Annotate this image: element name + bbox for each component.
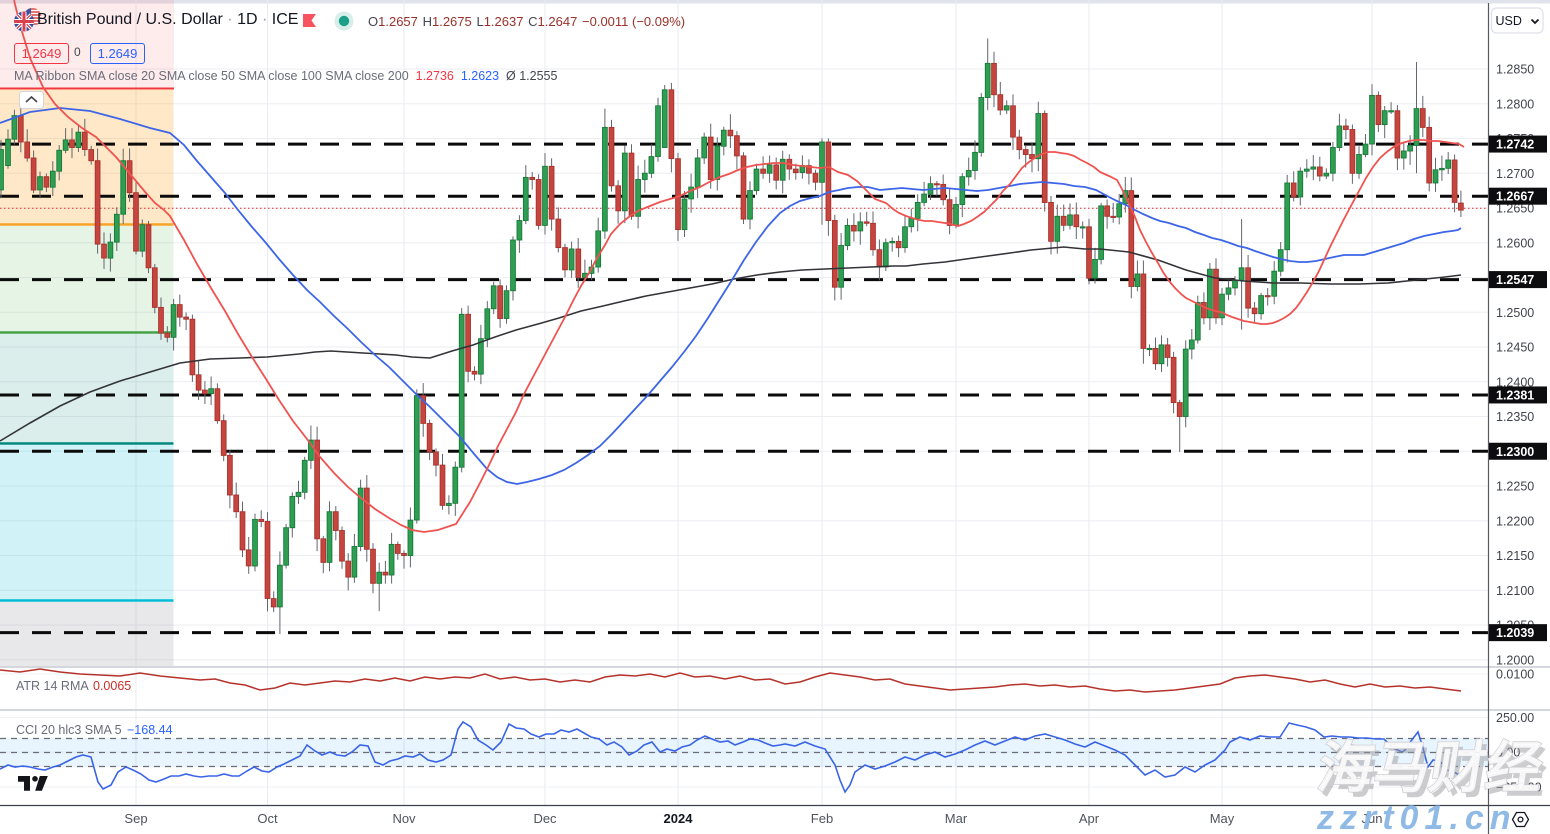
svg-text:CCI 20 hlc3 SMA 5: CCI 20 hlc3 SMA 5 xyxy=(16,723,122,737)
svg-text:1.2039: 1.2039 xyxy=(1496,626,1534,640)
svg-text:1.2200: 1.2200 xyxy=(1496,514,1534,528)
svg-text:Nov: Nov xyxy=(392,811,416,826)
svg-text:2024: 2024 xyxy=(664,811,694,826)
svg-text:1.2350: 1.2350 xyxy=(1496,410,1534,424)
svg-text:1.2381: 1.2381 xyxy=(1496,388,1534,402)
svg-text:1.2400: 1.2400 xyxy=(1496,375,1534,389)
svg-text:Sep: Sep xyxy=(124,811,147,826)
svg-text:1.2742: 1.2742 xyxy=(1496,138,1534,152)
svg-text:Mar: Mar xyxy=(945,811,968,826)
svg-text:1.2850: 1.2850 xyxy=(1496,63,1534,77)
svg-text:1.2150: 1.2150 xyxy=(1496,549,1534,563)
svg-text:Dec: Dec xyxy=(533,811,557,826)
svg-text:1.2667: 1.2667 xyxy=(1496,190,1534,204)
svg-text:1.2700: 1.2700 xyxy=(1496,167,1534,181)
svg-text:USD: USD xyxy=(1496,14,1522,28)
svg-text:1.2250: 1.2250 xyxy=(1496,480,1534,494)
svg-text:250.00: 250.00 xyxy=(1496,711,1534,725)
svg-text:1.2547: 1.2547 xyxy=(1496,273,1534,287)
svg-text:0.0065: 0.0065 xyxy=(93,679,131,693)
svg-text:0.0100: 0.0100 xyxy=(1496,668,1534,682)
svg-text:ATR 14 RMA: ATR 14 RMA xyxy=(16,679,89,693)
svg-text:1.2800: 1.2800 xyxy=(1496,97,1534,111)
svg-text:1.2650: 1.2650 xyxy=(1496,202,1534,216)
svg-text:1.2300: 1.2300 xyxy=(1496,445,1534,459)
svg-text:1.2600: 1.2600 xyxy=(1496,236,1534,250)
svg-text:Feb: Feb xyxy=(811,811,833,826)
svg-text:Oct: Oct xyxy=(257,811,278,826)
svg-text:May: May xyxy=(1210,811,1235,826)
svg-text:−250.00: −250.00 xyxy=(1496,781,1542,795)
svg-text:1.2450: 1.2450 xyxy=(1496,341,1534,355)
svg-text:−168.44: −168.44 xyxy=(127,723,173,737)
svg-text:0.00: 0.00 xyxy=(1496,746,1520,760)
svg-text:zzrt01.cn: zzrt01.cn xyxy=(1316,799,1517,834)
svg-text:1.2000: 1.2000 xyxy=(1496,653,1534,667)
svg-text:Apr: Apr xyxy=(1079,811,1100,826)
svg-text:1.2100: 1.2100 xyxy=(1496,584,1534,598)
svg-text:海马财经: 海马财经 xyxy=(1313,736,1547,799)
svg-text:1.2500: 1.2500 xyxy=(1496,306,1534,320)
svg-text:Jun: Jun xyxy=(1362,811,1383,826)
svg-text:海马财经: 海马财经 xyxy=(1318,741,1550,804)
